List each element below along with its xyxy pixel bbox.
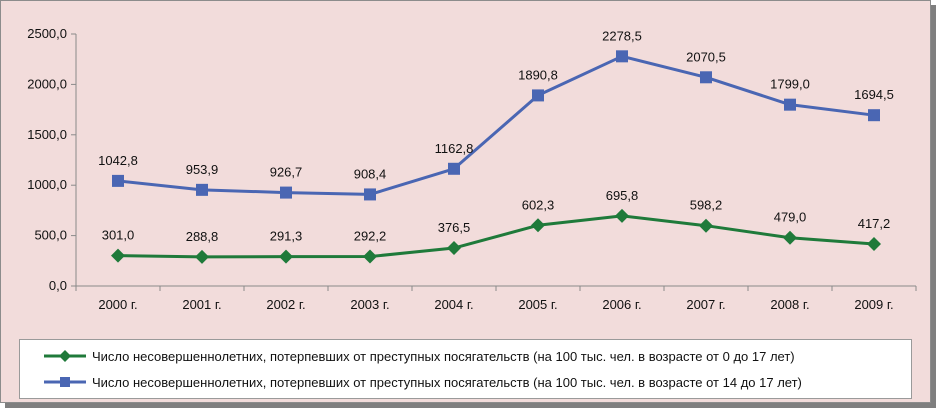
data-label: 1890,8 [518,67,558,82]
data-label: 292,2 [354,229,387,244]
data-point [280,186,292,199]
y-axis-tick-labels: 0,0 500,0 1000,0 1500,0 2000,0 2500,0 [27,26,67,293]
data-point [783,230,797,245]
data-label: 479,0 [774,210,807,225]
data-label: 376,5 [438,220,471,235]
y-tick-label: 500,0 [34,228,67,243]
x-tick-label: 2001 г. [182,297,221,312]
x-tick-label: 2008 г. [770,297,809,312]
data-point [616,50,628,63]
data-label: 926,7 [270,165,303,180]
data-point [195,249,209,264]
legend-entry-14-17: Число несовершеннолетних, потерпевших от… [42,371,802,393]
data-point [700,71,712,84]
x-tick-label: 2002 г. [266,297,305,312]
legend-label-0-17: Число несовершеннолетних, потерпевших от… [92,348,795,364]
x-tick-label: 2006 г. [602,297,641,312]
chart-frame: 0,0 500,0 1000,0 1500,0 2000,0 2500,0 2000 г.… [0,0,931,403]
y-tick-label: 2500,0 [27,26,67,41]
data-point [531,218,545,233]
data-label: 598,2 [690,198,723,213]
data-point [196,183,208,196]
data-label: 2070,5 [686,49,726,64]
data-point [364,188,376,201]
data-point [447,241,461,256]
x-axis-tick-labels: 2000 г. 2001 г. 2002 г. 2003 г. 2004 г. 2005 … [98,297,893,312]
x-tick-label: 2007 г. [686,297,725,312]
data-point [784,98,796,111]
x-tick-label: 2000 г. [98,297,137,312]
series-line-1 [117,54,875,196]
data-point [448,162,460,175]
data-point [532,89,544,102]
line-chart: 0,0 500,0 1000,0 1500,0 2000,0 2500,0 2000 г.… [27,26,917,312]
data-label: 953,9 [186,162,219,177]
x-tick-label: 2009 г. [854,297,893,312]
data-label: 1694,5 [854,87,894,102]
series-layer [111,50,881,264]
data-label: 417,2 [858,216,891,231]
legend-marker-square-icon [44,377,86,387]
data-label: 2278,5 [602,28,642,43]
data-point [111,248,125,263]
data-point [868,109,880,122]
data-label: 291,3 [270,229,303,244]
data-label: 908,4 [354,166,387,181]
data-point [363,249,377,264]
data-label: 602,3 [522,197,555,212]
y-tick-label: 1000,0 [27,177,67,192]
data-label: 288,8 [186,229,219,244]
x-tick-label: 2004 г. [434,297,473,312]
legend: Число несовершеннолетних, потерпевших от… [19,339,912,399]
data-point [867,236,881,251]
data-label: 1042,8 [98,153,138,168]
legend-marker-diamond-icon [44,350,86,362]
series-line-0 [117,214,875,259]
y-tick-label: 0,0 [49,278,67,293]
data-label: 695,8 [606,188,639,203]
x-tick-label: 2003 г. [350,297,389,312]
data-point [279,249,293,264]
x-tick-label: 2005 г. [518,297,557,312]
data-labels: 301,0 288,8 291,3 292,2 376,5 602,3 695,8 598,2… [98,28,894,244]
data-label: 301,0 [102,228,135,243]
y-tick-label: 1500,0 [27,127,67,142]
legend-label-14-17: Число несовершеннолетних, потерпевших от… [92,374,802,390]
data-label: 1162,8 [435,141,474,156]
legend-entry-0-17: Число несовершеннолетних, потерпевших от… [42,345,795,367]
data-label: 1799,0 [770,77,810,92]
chart-axes [71,33,917,291]
data-point [615,208,629,223]
y-tick-label: 2000,0 [27,76,67,91]
data-point [112,174,124,187]
data-point [699,218,713,233]
